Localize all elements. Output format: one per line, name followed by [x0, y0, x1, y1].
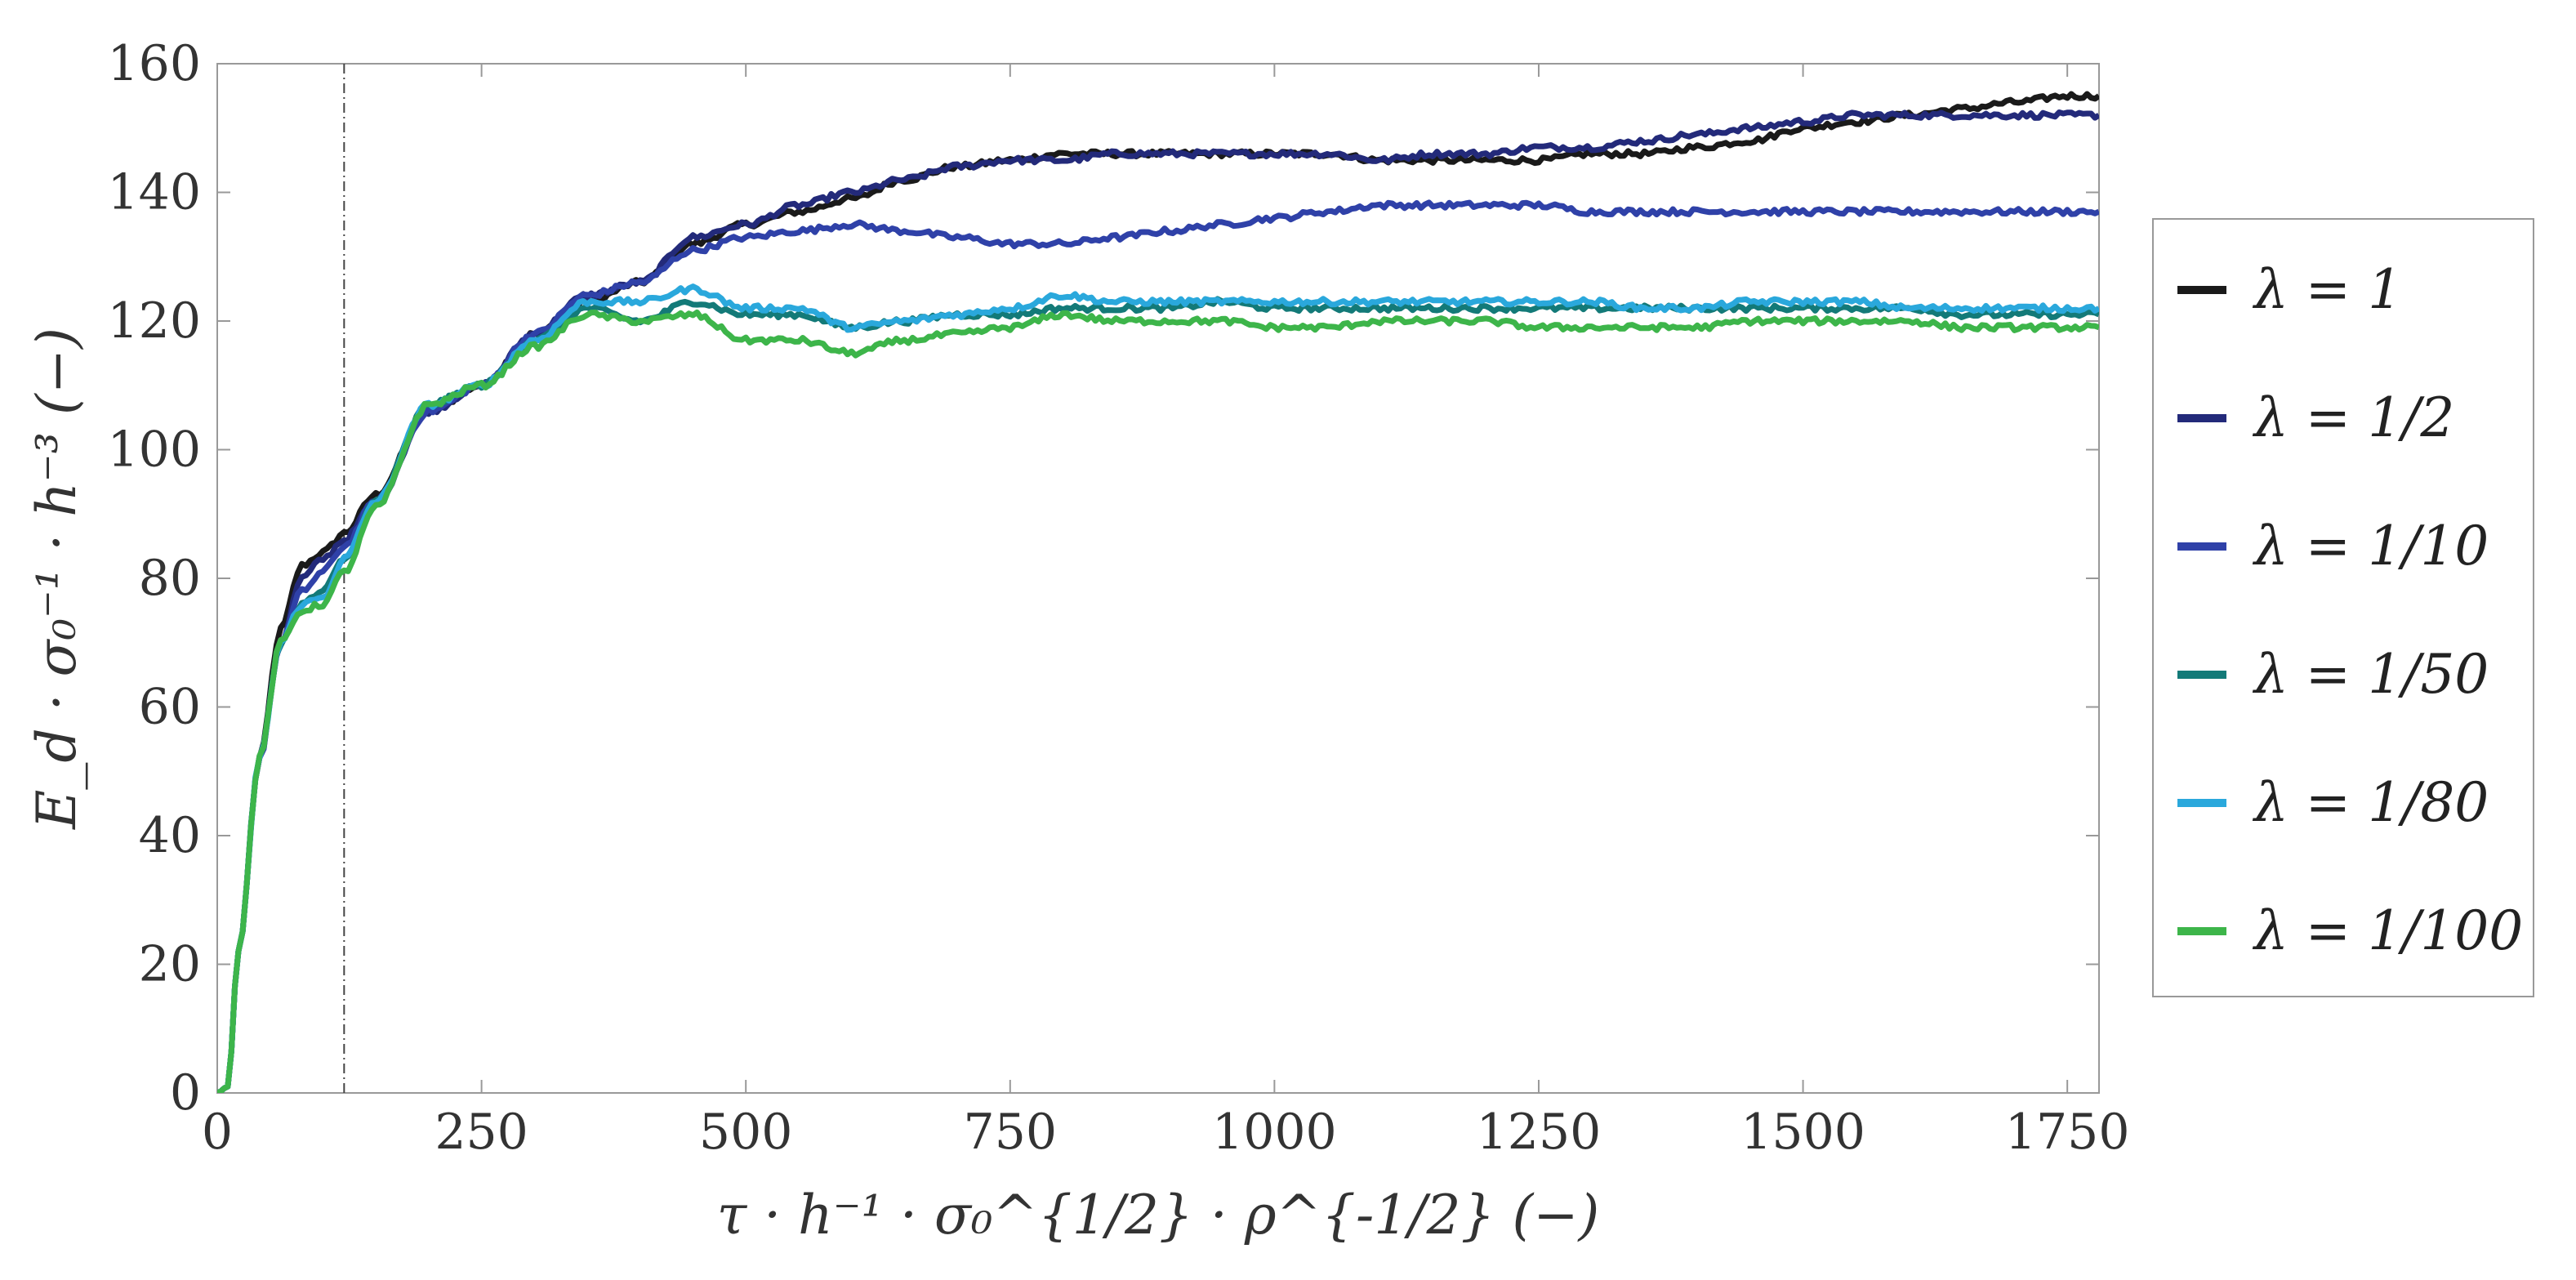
x-tick-label: 1500: [1740, 1104, 1865, 1161]
x-tick-label: 1000: [1212, 1104, 1337, 1161]
legend-box: [2152, 218, 2534, 997]
y-tick-label: 0: [170, 1064, 201, 1122]
y-axis-title: E_d · σ₀⁻¹ · h⁻³ (−): [25, 328, 88, 830]
series-line-4: [217, 283, 2099, 1093]
series-line-2: [217, 199, 2099, 1093]
y-tick-label: 80: [139, 550, 201, 607]
y-tick-label: 140: [107, 164, 201, 221]
y-tick-label: 100: [107, 421, 201, 479]
series-lines: [217, 91, 2099, 1093]
x-axis-ticks: 0 250 500 750 1000 1250 1500 1750: [202, 64, 2130, 1161]
legend-label: λ = 1/80: [2252, 771, 2489, 834]
x-tick-label: 750: [964, 1104, 1058, 1161]
x-tick-label: 1250: [1477, 1104, 1602, 1161]
legend-label: λ = 1: [2252, 258, 2402, 321]
legend-label: λ = 1/2: [2252, 386, 2454, 449]
legend-label: λ = 1/10: [2252, 515, 2489, 578]
x-tick-label: 500: [699, 1104, 793, 1161]
legend: λ = 1 λ = 1/2 λ = 1/10 λ = 1/50 λ = 1/80 λ = …: [2152, 218, 2534, 997]
y-axis-ticks: 0 20 40 60 80 100 120 140 160: [107, 35, 2099, 1122]
x-tick-label: 1750: [2005, 1104, 2130, 1161]
x-axis-title: τ · h⁻¹ · σ₀^{1/2} · ρ^{-1/2} (−): [717, 1184, 1600, 1247]
x-tick-label: 0: [202, 1104, 233, 1161]
y-tick-label: 40: [139, 807, 201, 864]
legend-label: λ = 1/100: [2252, 899, 2523, 962]
series-line-5: [217, 309, 2099, 1093]
y-tick-label: 60: [139, 679, 201, 736]
y-tick-label: 120: [107, 292, 201, 350]
x-tick-label: 250: [435, 1104, 528, 1161]
legend-label: λ = 1/50: [2252, 643, 2489, 706]
y-tick-label: 160: [107, 35, 201, 92]
y-tick-label: 20: [139, 936, 201, 993]
